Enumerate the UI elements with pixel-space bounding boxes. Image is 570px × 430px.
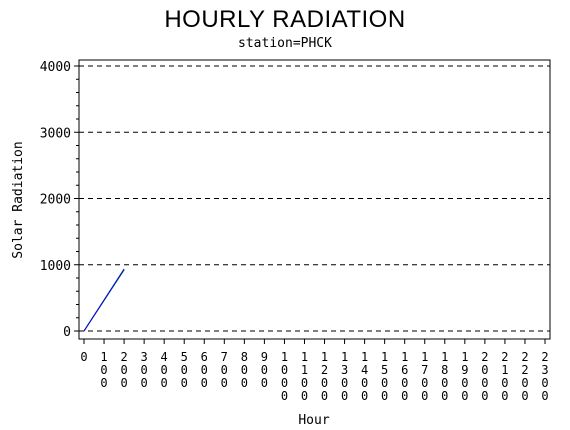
plot-frame <box>78 59 551 340</box>
series-line-4 <box>83 268 125 332</box>
x-axis-label: Hour <box>298 413 329 428</box>
y-axis-ticks: 0 1000 2000 3000 4000 <box>40 60 79 340</box>
y-tick-label: 1000 <box>40 259 71 274</box>
chart-subtitle: station=PHCK <box>238 36 332 51</box>
x-tick-label: 0 <box>80 350 87 364</box>
x-axis-ticks: 0 1 0 0 2 0 0 3 0 0 4 0 0 5 0 0 6 0 0 7 0 0 8 0 0 9 0 0 1 0 0 0 1 1 0 0 1 2 0 0… <box>80 339 549 403</box>
axes <box>78 59 551 340</box>
y-axis-label: Solar Radiation <box>11 141 26 258</box>
y-tick-label: 3000 <box>40 126 71 141</box>
y-tick-label: 2000 <box>40 193 71 208</box>
grid-lines <box>79 65 550 332</box>
y-tick-label: 0 <box>63 325 71 340</box>
chart-title: HOURLY RADIATION <box>164 6 406 33</box>
series-lines <box>83 268 125 332</box>
y-tick-label: 4000 <box>40 60 71 75</box>
